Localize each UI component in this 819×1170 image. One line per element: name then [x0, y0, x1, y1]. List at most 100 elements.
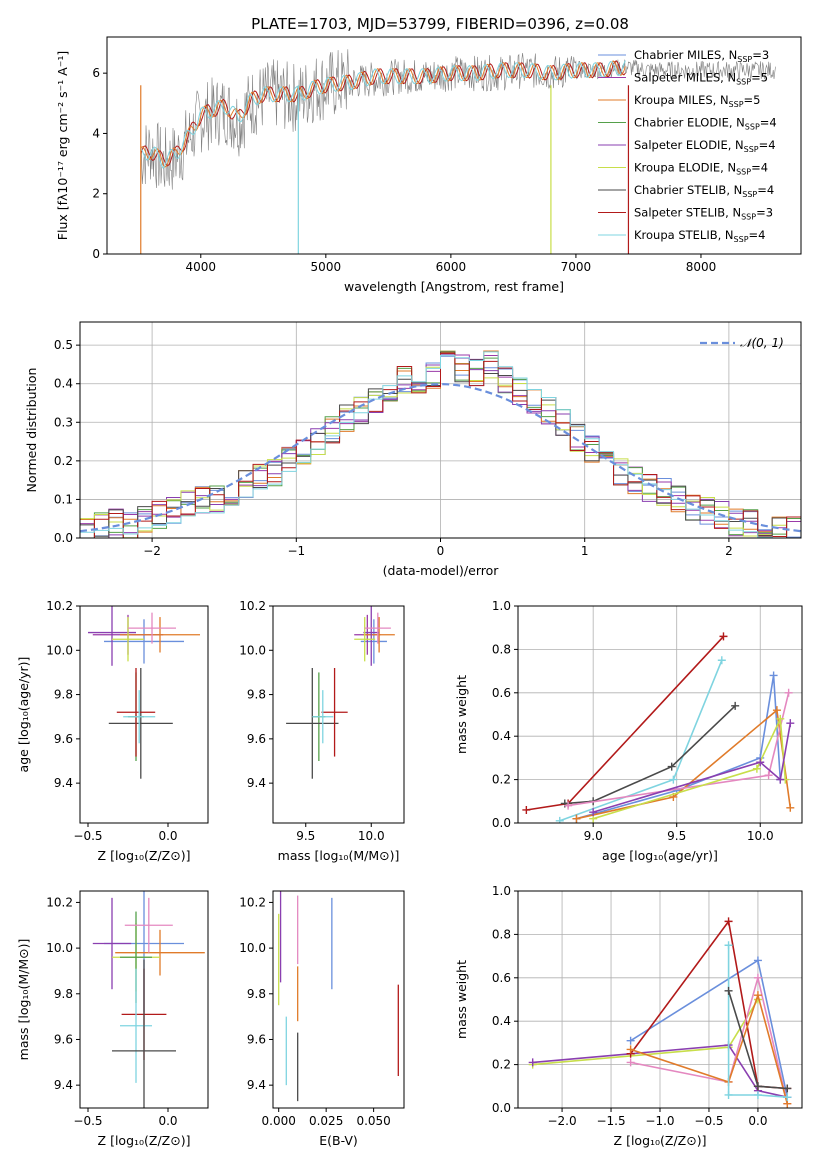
- plus-marker: [753, 1090, 762, 1099]
- legend-label-subscript: SSP: [736, 168, 751, 177]
- legend-label-value: =4: [749, 228, 766, 242]
- legend-label: Chabrier ELODIE, NSSP=4: [634, 116, 777, 132]
- plot-area: [528, 917, 792, 1108]
- x-tick-label: −0.5: [73, 1114, 102, 1128]
- y-tick-label: 9.8: [54, 987, 73, 1001]
- plus-marker: [786, 719, 795, 728]
- y-tick-label: 4: [92, 126, 100, 140]
- spectrum-model-line: [140, 60, 626, 168]
- legend-label: Chabrier STELIB, NSSP=4: [634, 183, 774, 199]
- series-line: [576, 675, 782, 820]
- plus-marker: [756, 758, 765, 767]
- y-tick-label: 0.0: [54, 531, 73, 545]
- legend-label-text: Salpeter MILES, N: [634, 71, 736, 85]
- x-tick-label: 9.5: [296, 829, 315, 843]
- y-tick-label: 9.8: [54, 688, 73, 702]
- y-tick-label: 0.5: [54, 338, 73, 352]
- y-tick-label: 0.4: [492, 729, 511, 743]
- x-axis-label: age [log₁₀(age/yr)]: [602, 848, 718, 863]
- x-tick-label: −0.5: [694, 1114, 723, 1128]
- x-tick-label: 4000: [186, 260, 217, 274]
- plot-area: [522, 632, 795, 823]
- x-tick-label: 0.0: [158, 829, 177, 843]
- y-tick-label: 9.4: [247, 1078, 266, 1092]
- axes-frame: [517, 890, 803, 1109]
- plus-marker: [626, 1036, 635, 1045]
- axes-frame: [272, 890, 405, 1109]
- legend-label: Kroupa ELODIE, NSSP=4: [634, 161, 768, 177]
- x-tick-label: −0.5: [73, 829, 102, 843]
- x-axis-label: mass [log₁₀(M/M⊙)]: [278, 848, 400, 863]
- legend-label-subscript: SSP: [742, 190, 757, 199]
- series-line: [592, 715, 787, 820]
- y-tick-label: 9.6: [54, 1032, 73, 1046]
- residuals-chart: −2 −1 0 1 2 0.0 0.1 0.2 0.3 0.4 0.5 (data-model)/er…: [24, 321, 802, 578]
- legend-label-text: Kroupa STELIB, N: [634, 228, 734, 242]
- y-axis-label: mass [log₁₀(M/M⊙)]: [16, 939, 31, 1061]
- legend-label-value: =3: [752, 48, 769, 62]
- y-axis-label: mass weight: [454, 960, 469, 1039]
- y-tick-label: 10.2: [239, 599, 266, 613]
- plus-marker: [528, 1058, 537, 1067]
- x-tick-label: 1: [581, 544, 589, 558]
- plus-marker: [669, 775, 678, 784]
- plus-marker: [731, 701, 740, 710]
- plus-marker: [626, 1045, 635, 1054]
- legend-label: Salpeter ELODIE, NSSP=4: [634, 138, 776, 154]
- series-line: [630, 977, 789, 1104]
- y-tick-label: 10.0: [239, 643, 266, 657]
- plus-marker: [724, 917, 733, 926]
- x-tick-label: 7000: [561, 260, 592, 274]
- legend-label-text: Chabrier STELIB, N: [634, 183, 742, 197]
- x-tick-label: −1.0: [645, 1114, 674, 1128]
- y-tick-label: 0: [92, 247, 100, 261]
- plus-marker: [776, 775, 785, 784]
- y-tick-label: 6: [92, 66, 100, 80]
- legend-label-subscript: SSP: [729, 100, 744, 109]
- figure-title: PLATE=1703, MJD=53799, FIBERID=0396, z=0…: [251, 15, 629, 33]
- plus-marker: [724, 1090, 733, 1099]
- series-line: [727, 945, 788, 1098]
- legend-label: Kroupa MILES, NSSP=5: [634, 93, 760, 109]
- y-axis-label: Normed distribution: [24, 368, 39, 493]
- plus-marker: [776, 714, 785, 723]
- plus-marker: [784, 688, 793, 697]
- axes-frame: [272, 605, 405, 824]
- y-tick-label: 0.0: [492, 1101, 511, 1115]
- y-axis-label: mass weight: [454, 675, 469, 754]
- y-tick-label: 9.8: [247, 688, 266, 702]
- legend-label-value: =3: [756, 206, 773, 220]
- axes-frame: [79, 890, 209, 1109]
- axes-frame: [106, 36, 802, 255]
- x-tick-label: 0.0: [158, 1114, 177, 1128]
- x-axis-label: wavelength [Angstrom, rest frame]: [344, 279, 564, 294]
- plot-area: [88, 606, 200, 779]
- y-tick-label: 10.2: [239, 895, 266, 909]
- y-tick-label: 1.0: [492, 599, 511, 613]
- y-tick-label: 9.4: [54, 776, 73, 790]
- series-line: [592, 723, 792, 813]
- legend-label: Chabrier MILES, NSSP=3: [634, 48, 769, 64]
- y-tick-label: 0.8: [492, 642, 511, 656]
- plus-marker: [764, 771, 773, 780]
- plus-marker: [572, 814, 581, 823]
- legend-label: Kroupa STELIB, NSSP=4: [634, 228, 765, 244]
- y-tick-label: 9.8: [247, 987, 266, 1001]
- plus-marker: [753, 1082, 762, 1091]
- mass-vs-EBV-chart: 0.000 0.025 0.050 9.4 9.6 9.8 10.0 10.2 E(B-V): [239, 890, 405, 1148]
- normal-curve-line: [80, 382, 801, 533]
- legend-label-value: =5: [744, 93, 761, 107]
- plus-marker: [753, 991, 762, 1000]
- plus-marker: [522, 805, 531, 814]
- legend-label-text: Chabrier MILES, N: [634, 48, 737, 62]
- charts-layer: 4000 5000 6000 7000 8000 0 2 4 6 wavelength [Angs…: [16, 36, 803, 1148]
- massweight-vs-age-chart: 9.0 9.5 10.0 0.0 0.2 0.4 0.6 0.8 1.0 age [log₁₀(a…: [454, 599, 803, 863]
- x-tick-label: 8000: [686, 260, 717, 274]
- x-tick-label: −2.0: [547, 1114, 576, 1128]
- age-vs-mass-chart: 9.5 10.0 9.4 9.6 9.8 10.0 10.2 mass [log₁₀(M/M⊙…: [239, 599, 405, 863]
- spectrum-data-line: [140, 49, 776, 190]
- plot-area: [92, 891, 205, 1108]
- plot-area: [80, 350, 801, 538]
- plot-area: [278, 891, 399, 1102]
